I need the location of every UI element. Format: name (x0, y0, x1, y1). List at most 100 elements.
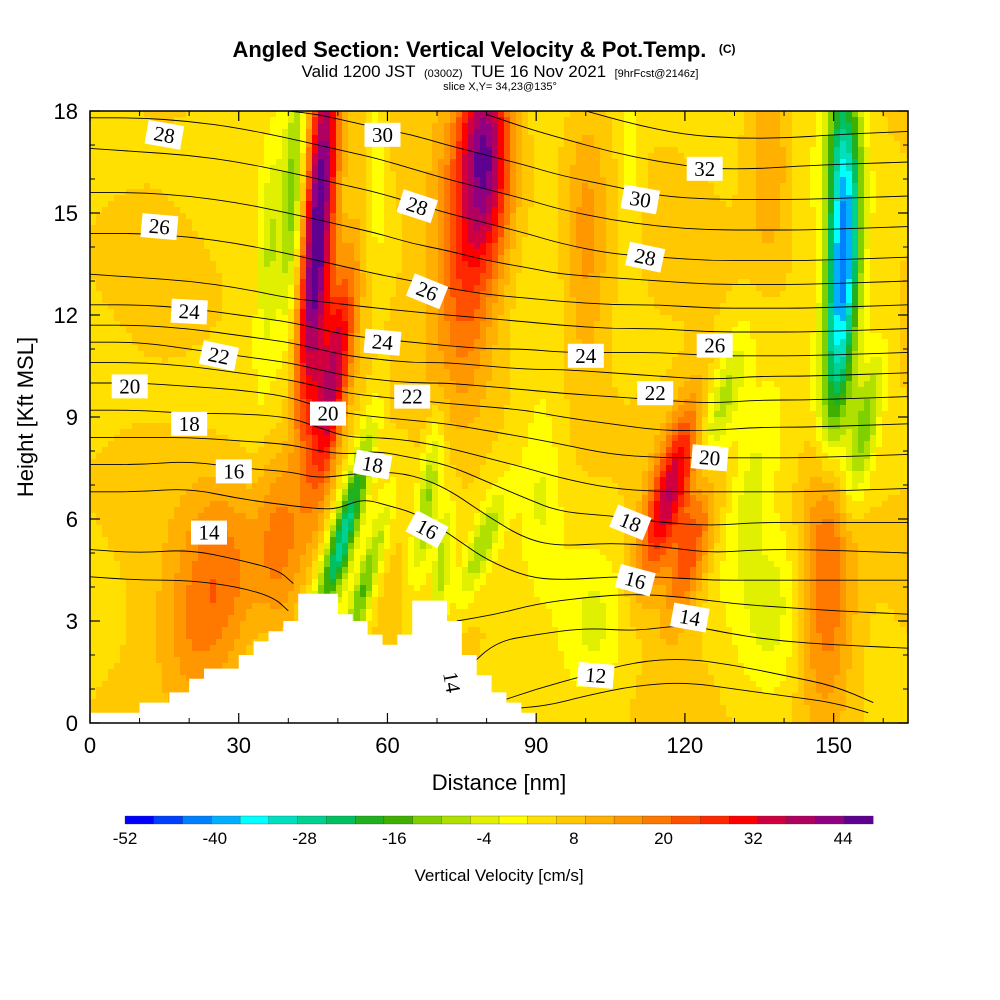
field-cell (180, 261, 187, 268)
field-cell (276, 111, 283, 118)
field-cell (162, 477, 169, 484)
field-cell (258, 585, 265, 592)
field-cell (264, 147, 271, 154)
field-cell (324, 261, 331, 268)
field-cell (246, 555, 253, 562)
field-cell (108, 357, 115, 364)
field-cell (162, 471, 169, 478)
field-cell (372, 387, 379, 394)
field-cell (222, 285, 229, 292)
field-cell (138, 453, 145, 460)
field-cell (258, 591, 265, 598)
field-cell (312, 261, 319, 268)
field-cell (282, 213, 289, 220)
field-cell (270, 513, 277, 520)
field-cell (108, 513, 115, 520)
field-cell (252, 573, 259, 580)
field-cell (108, 579, 115, 586)
field-cell (102, 321, 109, 328)
field-cell (150, 351, 157, 358)
field-cell (180, 567, 187, 574)
field-cell (144, 207, 151, 214)
field-cell (354, 471, 361, 478)
field-cell (210, 183, 217, 190)
field-cell (378, 309, 385, 316)
field-cell (330, 465, 337, 472)
field-cell (342, 225, 349, 232)
field-cell (378, 195, 385, 202)
field-cell (318, 501, 325, 508)
field-cell (90, 603, 97, 610)
field-cell (120, 303, 127, 310)
field-cell (192, 141, 199, 148)
field-cell (108, 279, 115, 286)
field-cell (258, 471, 265, 478)
field-cell (282, 393, 289, 400)
field-cell (216, 597, 223, 604)
field-cell (318, 555, 325, 562)
field-cell (300, 189, 307, 196)
field-cell (300, 417, 307, 424)
field-cell (96, 645, 103, 652)
field-cell (258, 249, 265, 256)
field-cell (204, 309, 211, 316)
field-cell (102, 477, 109, 484)
field-cell (168, 189, 175, 196)
field-cell (372, 225, 379, 232)
field-cell (246, 297, 253, 304)
field-cell (186, 357, 193, 364)
field-cell (126, 309, 133, 316)
field-cell (318, 561, 325, 568)
field-cell (324, 429, 331, 436)
field-cell (288, 165, 295, 172)
field-cell (228, 639, 235, 646)
field-cell (276, 309, 283, 316)
field-cell (162, 195, 169, 202)
field-cell (360, 351, 367, 358)
field-cell (222, 321, 229, 328)
field-cell (138, 483, 145, 490)
field-cell (96, 513, 103, 520)
field-cell (306, 501, 313, 508)
field-cell (150, 501, 157, 508)
field-cell (126, 207, 133, 214)
field-cell (210, 297, 217, 304)
field-cell (138, 195, 145, 202)
field-cell (126, 681, 133, 688)
field-cell (180, 195, 187, 202)
field-cell (216, 189, 223, 196)
field-cell (162, 309, 169, 316)
field-cell (354, 237, 361, 244)
field-cell (108, 165, 115, 172)
field-cell (264, 345, 271, 352)
field-cell (144, 633, 151, 640)
field-cell (336, 225, 343, 232)
field-cell (132, 111, 139, 118)
field-cell (324, 357, 331, 364)
field-cell (156, 579, 163, 586)
field-cell (228, 411, 235, 418)
field-cell (324, 531, 331, 538)
field-cell (138, 471, 145, 478)
field-cell (90, 393, 97, 400)
field-cell (264, 231, 271, 238)
field-cell (240, 573, 247, 580)
field-cell (240, 381, 247, 388)
field-cell (120, 519, 127, 526)
field-cell (276, 381, 283, 388)
field-cell (312, 441, 319, 448)
field-cell (96, 297, 103, 304)
field-cell (264, 201, 271, 208)
field-cell (138, 441, 145, 448)
field-cell (234, 555, 241, 562)
field-cell (120, 471, 127, 478)
field-cell (186, 585, 193, 592)
field-cell (342, 195, 349, 202)
field-cell (210, 543, 217, 550)
field-cell (288, 465, 295, 472)
field-cell (120, 123, 127, 130)
field-cell (240, 147, 247, 154)
field-cell (348, 339, 355, 346)
field-cell (318, 255, 325, 262)
field-cell (192, 375, 199, 382)
